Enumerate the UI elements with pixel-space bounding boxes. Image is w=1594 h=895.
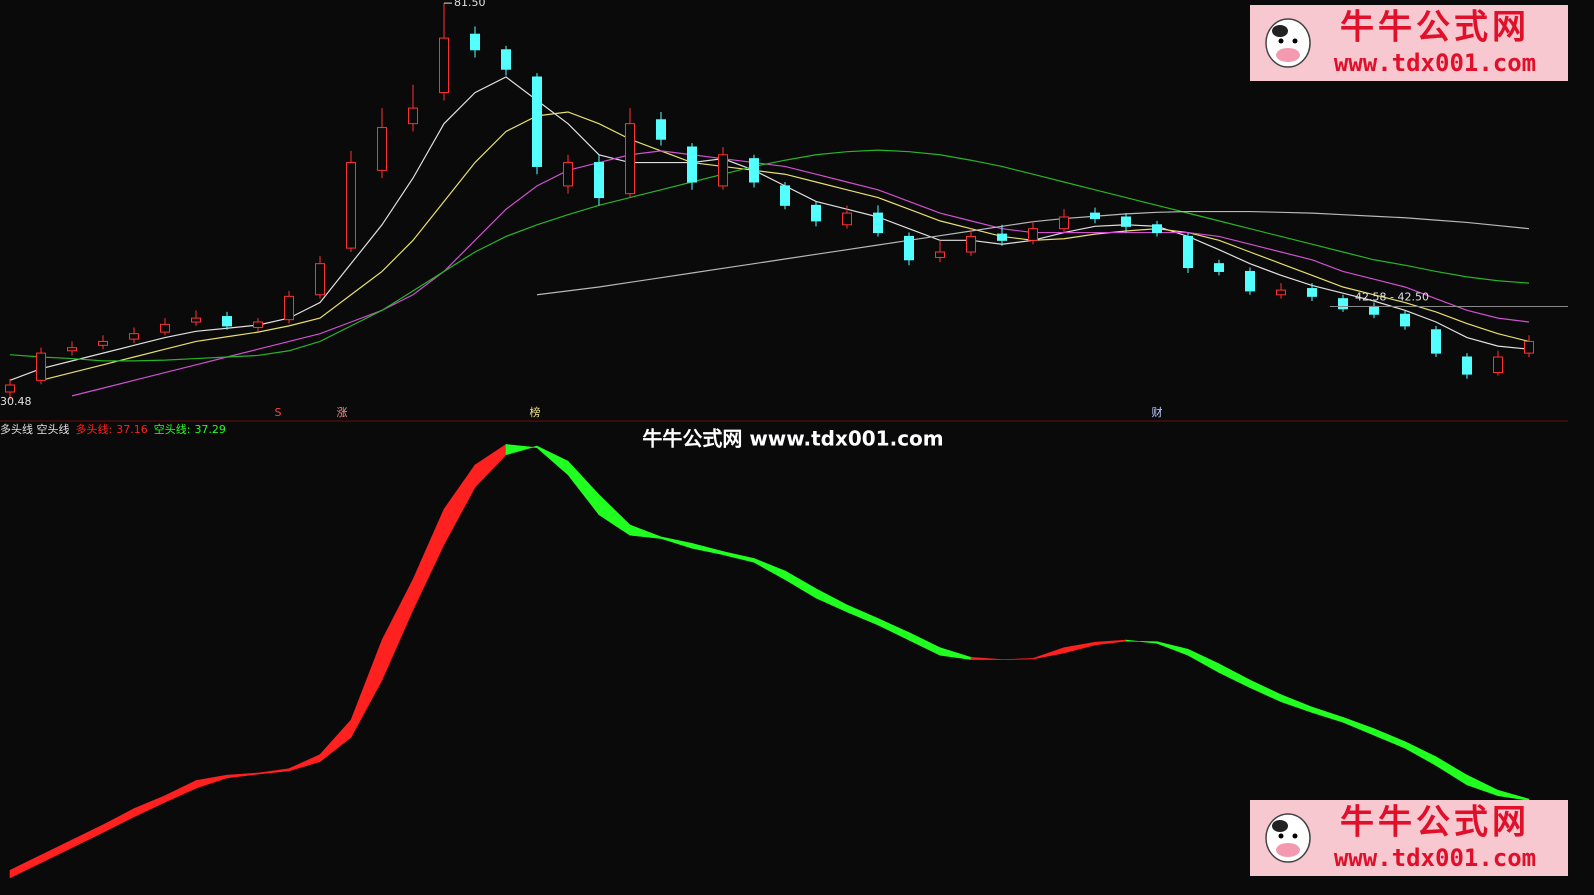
candle-body (873, 212, 883, 234)
candle-body (904, 235, 914, 261)
candle-body (811, 204, 821, 222)
logo-cow-nose (1276, 48, 1300, 62)
signal-marker: 涨 (337, 406, 348, 419)
candle-body (749, 158, 759, 183)
moving-average-line (9, 149, 1530, 362)
candle-body (1431, 329, 1441, 354)
logo-cow-spot (1272, 820, 1288, 832)
indicator-title: 多头线 空头线 (0, 422, 70, 436)
logo-cow-eye (1278, 833, 1284, 839)
candle-body (966, 235, 976, 253)
legend-value: 37.16 (116, 423, 148, 436)
candle-body (1090, 212, 1100, 220)
legend-name: 空头线 (154, 422, 187, 436)
candle-body (501, 49, 511, 70)
candle-body (625, 123, 635, 195)
candle-body (1214, 263, 1224, 272)
candle-body (98, 340, 108, 346)
candle-body (1121, 216, 1131, 227)
watermark: 牛牛公式网 www.tdx001.com (642, 427, 943, 451)
min-label: 30.48 (0, 395, 32, 408)
candle-body (532, 76, 542, 167)
candle-body (1462, 356, 1472, 375)
candle-body (408, 107, 418, 125)
signal-marker: S (275, 406, 282, 419)
candle-body (594, 162, 604, 199)
candle-body (687, 146, 697, 183)
legend-name: 多头线 (76, 422, 109, 436)
moving-average-line (71, 150, 1530, 397)
candle-body (1152, 224, 1162, 234)
logo-name: 牛牛公式网 (1340, 803, 1530, 843)
logo-cow-nose (1276, 843, 1300, 857)
candle-body (346, 162, 356, 249)
logo-url: www.tdx001.com (1334, 844, 1536, 872)
candle-body (36, 352, 46, 381)
max-label: 81.50 (454, 0, 486, 9)
moving-average-line (9, 76, 1530, 381)
candle-body (67, 347, 77, 352)
candle-body (997, 233, 1007, 241)
candle-body (470, 33, 480, 51)
signal-marker: 榜 (530, 405, 541, 419)
candle-body (1338, 298, 1348, 310)
candle-body (129, 333, 139, 340)
candle-body (656, 119, 666, 140)
candle-body (935, 251, 945, 258)
candle-body (780, 185, 790, 206)
candle-body (718, 154, 728, 187)
candle-body (253, 321, 263, 328)
legend-value: 37.29 (194, 423, 226, 436)
band-segment (970, 657, 1003, 660)
candle-body (1059, 216, 1069, 230)
logo-cow-eye (1278, 38, 1284, 44)
logo-url: www.tdx001.com (1334, 49, 1536, 77)
legend-separator: : (187, 423, 191, 436)
candle-body (842, 212, 852, 226)
candle-body (1524, 340, 1534, 354)
candle-body (1183, 235, 1193, 269)
candle-body (1493, 356, 1503, 374)
candle-body (160, 323, 170, 333)
logo-cow-eye (1292, 38, 1298, 44)
candle-body (1276, 289, 1286, 296)
logo-name: 牛牛公式网 (1340, 8, 1530, 48)
candle-body (1307, 288, 1317, 297)
price-line-label: 42.58 - 42.50 (1355, 290, 1429, 303)
indicator-legend: 多头线 空头线 多头线: 37.16 空头线: 37.29 (0, 422, 226, 436)
logo-cow-eye (1292, 833, 1298, 839)
band-segment (1497, 789, 1530, 801)
legend-separator: : (109, 423, 113, 436)
candle-body (1245, 270, 1255, 292)
candle-body (563, 162, 573, 187)
candle-body (1400, 313, 1410, 327)
signal-marker: 财 (1152, 405, 1163, 419)
candle-body (377, 127, 387, 171)
candle-body (1369, 305, 1379, 315)
candle-body (191, 317, 201, 323)
candle-body (5, 384, 15, 393)
candle-body (439, 37, 449, 94)
logo-cow-spot (1272, 25, 1288, 37)
candle-body (1028, 228, 1038, 241)
moving-average-line (40, 111, 1530, 381)
candle-body (315, 263, 325, 296)
candle-body (222, 316, 232, 327)
candle-body (284, 295, 294, 321)
